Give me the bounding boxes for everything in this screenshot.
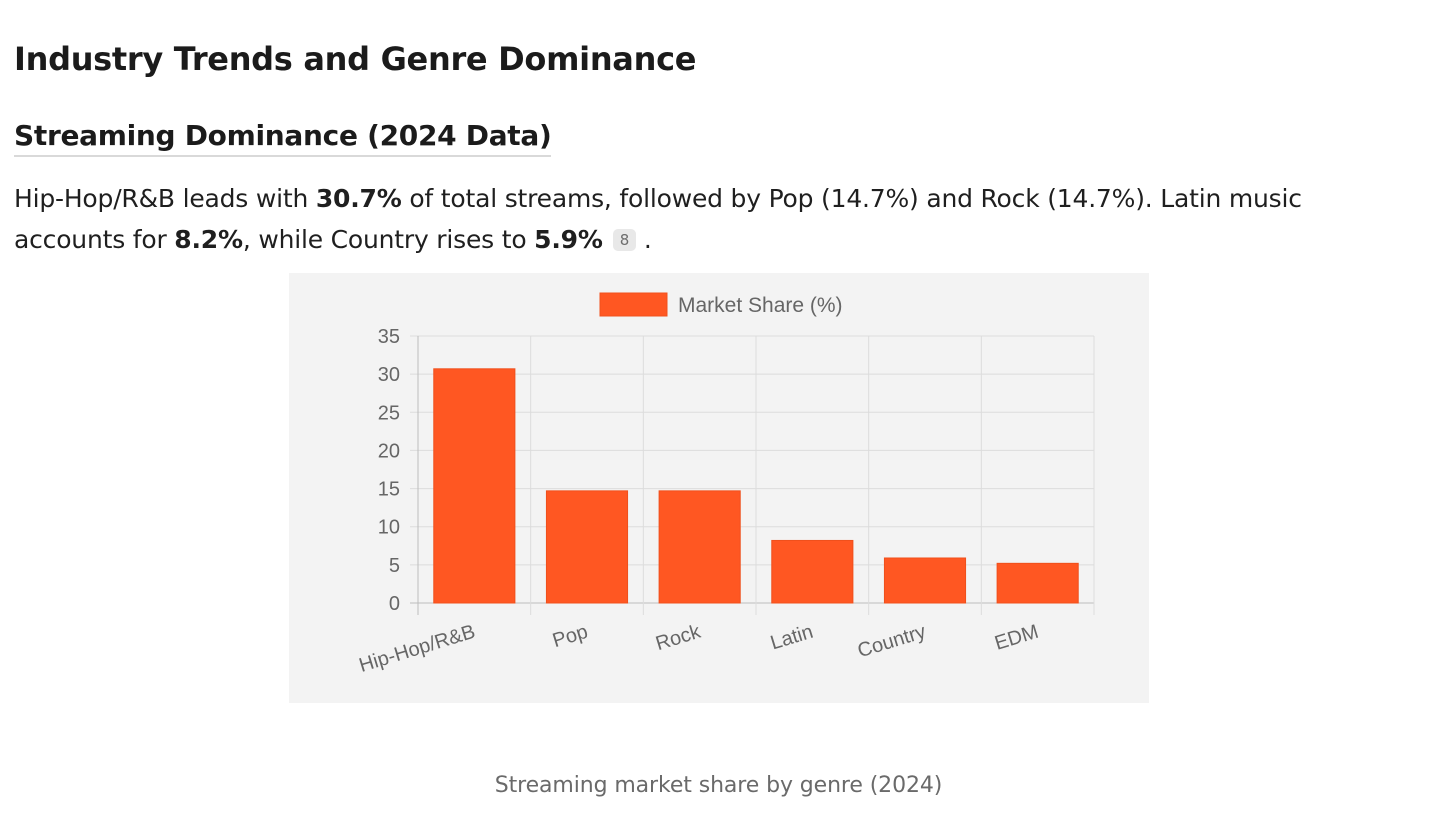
bar-pop	[545, 490, 629, 604]
y-tick-label: 25	[378, 402, 400, 424]
y-tick-label: 5	[389, 555, 400, 577]
bar-chart: 0 5 10 15 20 25 30 35 Hip-Hop/R&B Pop Rock Latin Cou…	[357, 292, 1095, 677]
bar-country	[883, 557, 967, 604]
bar-latin	[771, 539, 854, 604]
x-tick-label: Hip-Hop/R&B	[357, 621, 478, 677]
bar-edm	[996, 562, 1079, 604]
x-tick-label: Latin	[768, 621, 816, 655]
bar-hip-hop-r-b	[433, 368, 516, 604]
chart-caption: Streaming market share by genre (2024)	[494, 773, 943, 798]
citation-badge[interactable]: 8	[612, 229, 637, 251]
y-tick-label: 0	[389, 593, 400, 615]
y-tick-label: 20	[378, 440, 400, 462]
legend-swatch	[599, 292, 668, 317]
y-tick-label: 30	[378, 364, 400, 386]
paragraph-text-3: , while Country rises to	[242, 225, 535, 254]
x-tick-label: Country	[855, 621, 928, 663]
paragraph-text-2: of total streams, followed by Pop (14.7%…	[14, 184, 1302, 254]
country-share-value: 5.9%	[534, 225, 603, 254]
latin-share-value: 8.2%	[174, 225, 243, 254]
y-tick-label: 10	[378, 517, 400, 539]
paragraph-text-4: .	[643, 225, 652, 254]
hiphop-share-value: 30.7%	[315, 184, 402, 213]
summary-paragraph: Hip-Hop/R&B leads with 30.7% of total st…	[14, 178, 1414, 260]
y-tick-label: 15	[378, 479, 400, 501]
bar-rock	[658, 490, 741, 604]
page-title: Industry Trends and Genre Dominance	[14, 40, 697, 78]
paragraph-text-1: Hip-Hop/R&B leads with	[14, 184, 316, 213]
chart-container: 0 5 10 15 20 25 30 35 Hip-Hop/R&B Pop Rock Latin Cou…	[289, 273, 1149, 703]
x-tick-label: Pop	[550, 621, 590, 652]
y-tick-label: 35	[378, 326, 400, 348]
section-title: Streaming Dominance (2024 Data)	[14, 119, 552, 157]
x-tick-label: Rock	[653, 620, 704, 655]
x-tick-label: EDM	[992, 621, 1041, 655]
legend-label: Market Share (%)	[678, 294, 843, 317]
